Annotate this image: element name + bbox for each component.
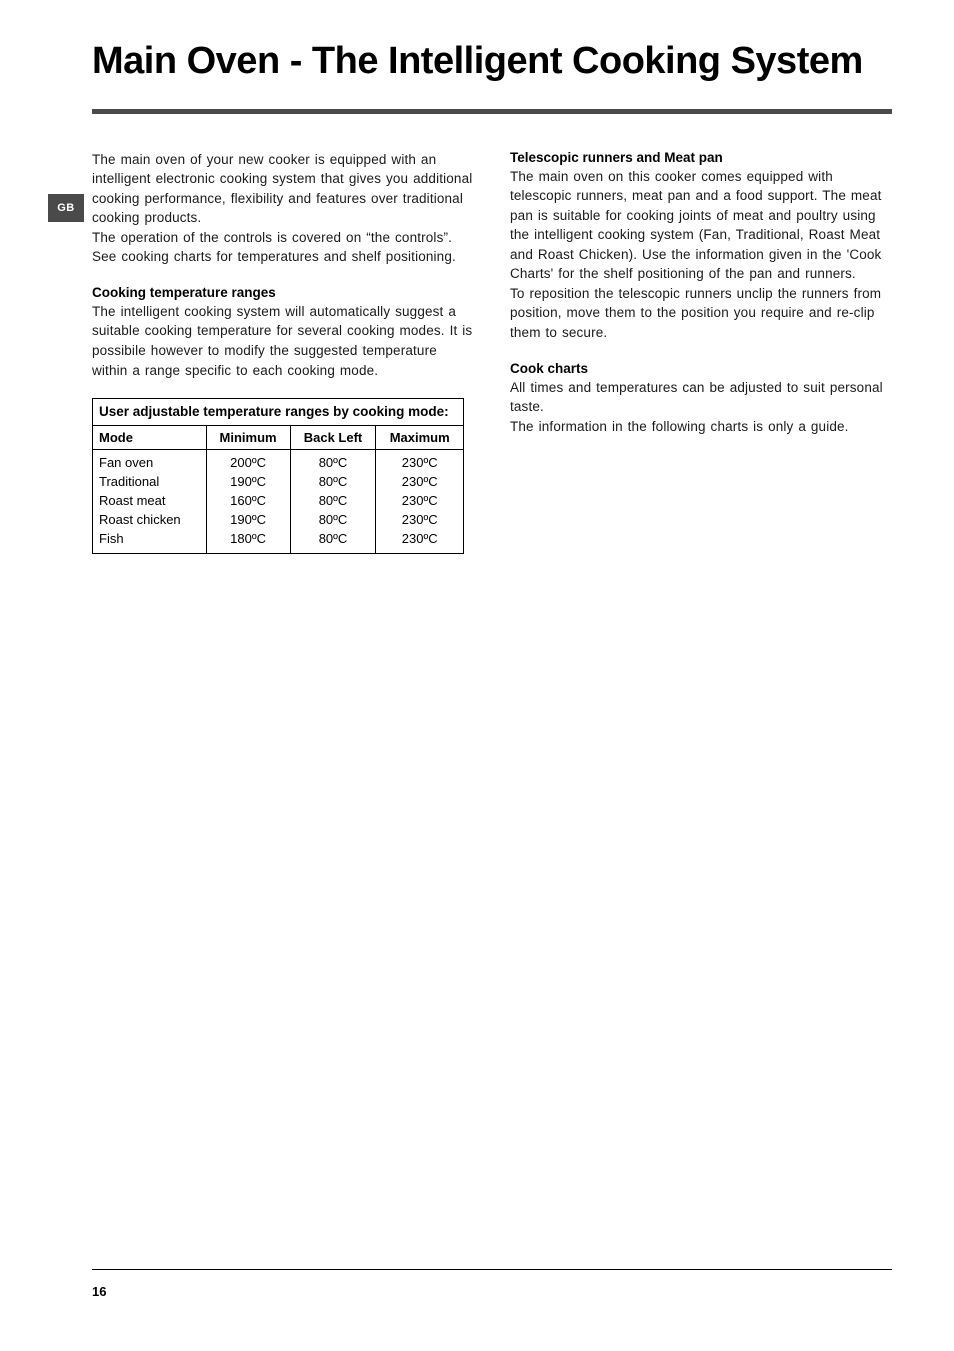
intro-text-1: The main oven of your new cooker is equi… (92, 152, 472, 226)
table-data-row: Fan oven Traditional Roast meat Roast ch… (93, 450, 464, 553)
min-cell: 160ºC (213, 492, 284, 511)
cook-text-1: All times and temperatures can be adjust… (510, 380, 883, 415)
page-number: 16 (92, 1284, 892, 1299)
td-modes: Fan oven Traditional Roast meat Roast ch… (93, 450, 207, 553)
tele-text-1: The main oven on this cooker comes equip… (510, 169, 882, 282)
temperature-table: User adjustable temperature ranges by co… (92, 398, 464, 553)
back-cell: 80ºC (297, 511, 370, 530)
mode-cell: Fan oven (99, 454, 200, 473)
cookcharts-paragraph: All times and temperatures can be adjust… (510, 378, 892, 437)
telescopic-heading: Telescopic runners and Meat pan (510, 150, 892, 165)
th-mode: Mode (93, 426, 207, 450)
table-caption-row: User adjustable temperature ranges by co… (93, 399, 464, 426)
back-cell: 80ºC (297, 473, 370, 492)
td-max: 230ºC 230ºC 230ºC 230ºC 230ºC (376, 450, 464, 553)
cook-text-2: The information in the following charts … (510, 419, 849, 434)
max-cell: 230ºC (382, 492, 457, 511)
intro-text-2: The operation of the controls is covered… (92, 230, 456, 265)
max-cell: 230ºC (382, 530, 457, 549)
td-min: 200ºC 190ºC 160ºC 190ºC 180ºC (206, 450, 290, 553)
cookcharts-heading: Cook charts (510, 361, 892, 376)
min-cell: 200ºC (213, 454, 284, 473)
ranges-heading: Cooking temperature ranges (92, 285, 474, 300)
back-cell: 80ºC (297, 492, 370, 511)
mode-cell: Fish (99, 530, 200, 549)
max-cell: 230ºC (382, 454, 457, 473)
page-title: Main Oven - The Intelligent Cooking Syst… (92, 40, 892, 83)
max-cell: 230ºC (382, 473, 457, 492)
page: GB Main Oven - The Intelligent Cooking S… (0, 0, 954, 1351)
table-header-row: Mode Minimum Back Left Maximum (93, 426, 464, 450)
th-max: Maximum (376, 426, 464, 450)
table-caption: User adjustable temperature ranges by co… (93, 399, 464, 426)
intro-paragraph: The main oven of your new cooker is equi… (92, 150, 474, 267)
tele-text-2: To reposition the telescopic runners unc… (510, 286, 881, 340)
footer: 16 (92, 1269, 892, 1299)
th-min: Minimum (206, 426, 290, 450)
left-column: The main oven of your new cooker is equi… (92, 150, 474, 554)
td-back: 80ºC 80ºC 80ºC 80ºC 80ºC (290, 450, 376, 553)
min-cell: 180ºC (213, 530, 284, 549)
max-cell: 230ºC (382, 511, 457, 530)
telescopic-paragraph: The main oven on this cooker comes equip… (510, 167, 892, 343)
th-back: Back Left (290, 426, 376, 450)
back-cell: 80ºC (297, 530, 370, 549)
ranges-paragraph: The intelligent cooking system will auto… (92, 302, 474, 380)
right-column: Telescopic runners and Meat pan The main… (510, 150, 892, 554)
mode-cell: Roast meat (99, 492, 200, 511)
mode-cell: Roast chicken (99, 511, 200, 530)
content-columns: The main oven of your new cooker is equi… (92, 150, 892, 554)
footer-rule (92, 1269, 892, 1270)
min-cell: 190ºC (213, 511, 284, 530)
back-cell: 80ºC (297, 454, 370, 473)
mode-cell: Traditional (99, 473, 200, 492)
min-cell: 190ºC (213, 473, 284, 492)
locale-tab: GB (48, 194, 84, 222)
title-rule (92, 109, 892, 114)
